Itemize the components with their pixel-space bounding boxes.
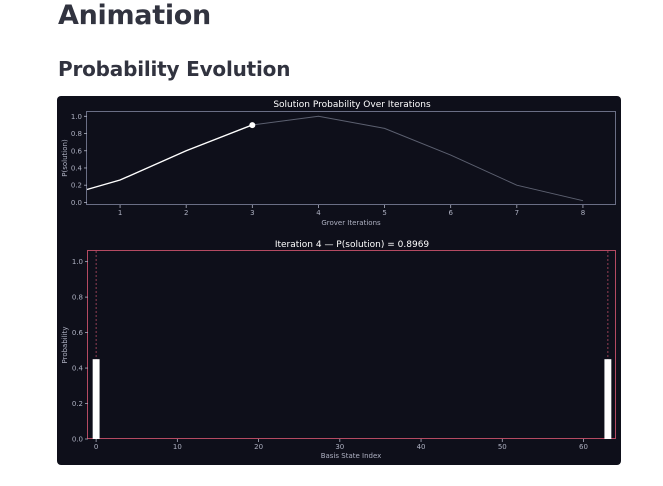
line-chart-x-tick-label: 7 — [515, 209, 519, 217]
bar-chart-x-ticks: 0 10 20 30 40 50 60 — [94, 439, 588, 451]
bar-chart-y-tick-label: 0.8 — [72, 294, 83, 302]
bar-chart-y-tick-label: 0.2 — [72, 400, 83, 408]
section-title: Probability Evolution — [58, 57, 291, 81]
figure-canvas: Solution Probability Over Iterations 0.0… — [61, 100, 616, 460]
line-chart-y-tick-label: 0.0 — [71, 199, 82, 207]
line-chart-frame — [86, 111, 616, 205]
bar-chart-x-tick-label: 0 — [94, 443, 98, 451]
line-chart-x-label: Grover Iterations — [321, 219, 381, 227]
line-chart-x-tick-label: 1 — [118, 209, 122, 217]
line-chart-title: Solution Probability Over Iterations — [273, 100, 431, 110]
marked-state-guides — [95, 251, 609, 439]
bar-chart-y-ticks: 0.0 0.2 0.4 0.6 0.8 1.0 — [72, 258, 88, 444]
line-chart-y-tick-label: 0.8 — [71, 130, 82, 138]
line-chart-x-tick-label: 5 — [382, 209, 386, 217]
current-iteration-marker — [249, 122, 256, 129]
line-chart-y-tick-label: 0.2 — [71, 182, 82, 190]
bar-chart-x-tick-label: 40 — [417, 443, 426, 451]
line-chart-x-tick-label: 3 — [250, 209, 254, 217]
future-probability-line — [252, 115, 584, 202]
line-chart-x-tick-label: 8 — [581, 209, 585, 217]
line-chart-y-tick-label: 0.4 — [71, 164, 83, 172]
bar-chart-x-tick-label: 10 — [173, 443, 182, 451]
line-chart-y-tick-label: 0.6 — [71, 147, 83, 155]
basis-state-bar-chart: Iteration 4 — P(solution) = 0.8969 0.00.… — [61, 240, 616, 460]
probability-bars — [92, 359, 612, 439]
bar-chart-title: Iteration 4 — P(solution) = 0.8969 — [275, 240, 430, 250]
probability-line-chart: Solution Probability Over Iterations 0.0… — [61, 100, 616, 227]
animation-figure: Solution Probability Over Iterations 0.0… — [57, 96, 621, 465]
bar-chart-y-tick-label: 1.0 — [72, 258, 83, 266]
bar-chart-x-tick-label: 50 — [498, 443, 507, 451]
bar-chart-x-tick-label: 20 — [254, 443, 263, 451]
bar-chart-x-tick-label: 60 — [579, 443, 588, 451]
line-chart-x-tick-label: 2 — [184, 209, 188, 217]
bar-chart-y-label: Probability — [61, 326, 69, 363]
line-chart-y-ticks: 0.0 0.2 0.4 0.6 0.8 1.0 — [71, 113, 87, 207]
bar-chart-x-label: Basis State Index — [321, 452, 382, 460]
page-title: Animation — [58, 0, 211, 31]
bar-chart-y-tick-label: 0.4 — [72, 365, 84, 373]
line-chart-x-tick-label: 6 — [448, 209, 453, 217]
bar-chart-frame — [87, 250, 616, 439]
past-probability-line — [86, 124, 253, 191]
line-chart-y-label: P(solution) — [61, 139, 69, 177]
line-chart-x-tick-label: 4 — [316, 209, 321, 217]
bar-chart-y-tick-label: 0.6 — [72, 329, 84, 337]
probability-bar — [604, 359, 612, 439]
line-chart-x-ticks: 1 2 3 4 5 6 7 8 — [118, 205, 585, 217]
line-chart-y-tick-label: 1.0 — [71, 113, 82, 121]
bar-chart-y-tick-label: 0.0 — [72, 436, 83, 444]
bar-chart-x-tick-label: 30 — [335, 443, 344, 451]
probability-bar — [92, 359, 100, 439]
